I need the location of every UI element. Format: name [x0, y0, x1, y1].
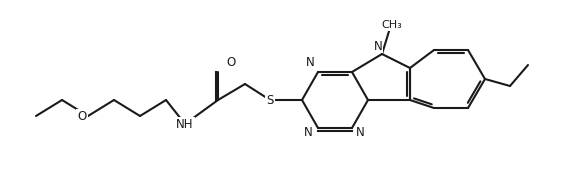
Text: O: O — [226, 57, 236, 70]
Text: O: O — [77, 109, 87, 122]
Text: N: N — [374, 40, 382, 53]
Text: NH: NH — [176, 117, 194, 130]
Text: N: N — [356, 126, 364, 139]
Text: N: N — [306, 55, 314, 68]
Text: N: N — [303, 126, 312, 139]
Text: CH₃: CH₃ — [382, 20, 403, 30]
Text: S: S — [266, 94, 274, 107]
